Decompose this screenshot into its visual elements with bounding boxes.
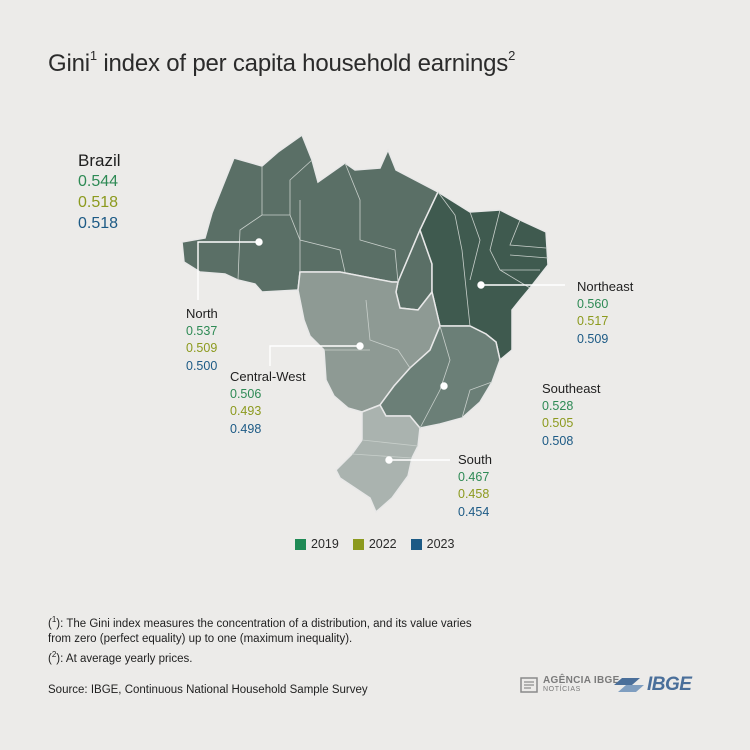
legend-swatch-2023 [410,538,422,550]
legend-label-2023: 2023 [426,537,455,551]
brazil-value-2023: 0.518 [78,215,119,232]
central-west-name: Central-West [230,369,306,384]
southeast-label: Southeast 0.528 0.505 0.508 [542,380,601,450]
ibge-logo-text: IBGE [647,674,692,695]
brazil-label: Brazil 0.544 0.518 0.518 [78,150,121,234]
northeast-name: Northeast [577,279,634,294]
central-west-label: Central-West 0.506 0.493 0.498 [230,368,306,438]
central-west-marker [356,342,364,350]
north-label: North 0.537 0.509 0.500 [186,305,218,375]
south-value-2022: 0.458 [458,487,490,501]
agencia-ibge-logo[interactable]: AGÊNCIA IBGE NOTÍCIAS [520,676,620,694]
legend-item-2022: 2022 [352,537,397,551]
northeast-value-2022: 0.517 [577,314,609,328]
northeast-label: Northeast 0.560 0.517 0.509 [577,278,633,348]
central-west-value-2022: 0.493 [230,404,262,418]
northeast-value-2023: 0.509 [577,331,609,346]
northeast-marker [477,281,485,289]
legend-swatch-2019 [295,538,306,550]
region-southeast[interactable] [379,325,501,429]
legend: 2019 2022 2023 [295,537,454,551]
southeast-name: Southeast [542,381,601,396]
south-name: South [458,452,492,467]
footnote-1: (1): The Gini index measures the concent… [48,615,472,645]
brazil-value-2019: 0.544 [78,173,119,190]
agencia-logo-line1: AGÊNCIA IBGE [543,675,620,686]
southeast-value-2023: 0.508 [542,433,574,448]
legend-label-2019: 2019 [311,537,339,551]
south-value-2023: 0.454 [458,504,490,519]
central-west-leader-line [269,345,360,366]
central-west-value-2019: 0.506 [230,386,262,401]
legend-item-2019: 2019 [295,537,339,551]
legend-label-2022: 2022 [368,537,397,551]
region-south[interactable] [335,404,421,514]
footnotes: (1): The Gini index measures the concent… [48,612,478,667]
legend-swatch-2022 [352,538,364,550]
central-west-value-2023: 0.498 [230,421,262,436]
north-marker [255,238,263,246]
state-borders [237,159,549,459]
brazil-value-2022: 0.518 [78,194,119,211]
north-name: North [186,306,218,321]
north-leader-line [197,241,259,300]
region-north[interactable] [181,133,439,293]
source-note: Source: IBGE, Continuous National Househ… [48,684,368,696]
south-value-2019: 0.467 [458,469,490,484]
southeast-value-2022: 0.505 [542,416,574,430]
south-label: South 0.467 0.458 0.454 [458,451,492,521]
agencia-logo-line2: NOTÍCIAS [543,686,581,693]
southeast-marker [440,382,448,390]
north-value-2022: 0.509 [186,341,218,355]
northeast-value-2019: 0.560 [577,296,609,311]
brazil-name: Brazil [78,151,121,170]
newspaper-icon [520,677,538,693]
ibge-arrows-icon [614,678,644,692]
north-value-2023: 0.500 [186,358,218,373]
north-value-2019: 0.537 [186,323,218,338]
legend-item-2023: 2023 [410,537,455,551]
page-title: Gini1 index of per capita household earn… [48,48,516,77]
southeast-value-2019: 0.528 [542,398,574,413]
south-marker [385,456,393,464]
ibge-logo[interactable]: IBGE [614,674,692,696]
footnote-2: (2): At average yearly prices. [48,649,193,665]
